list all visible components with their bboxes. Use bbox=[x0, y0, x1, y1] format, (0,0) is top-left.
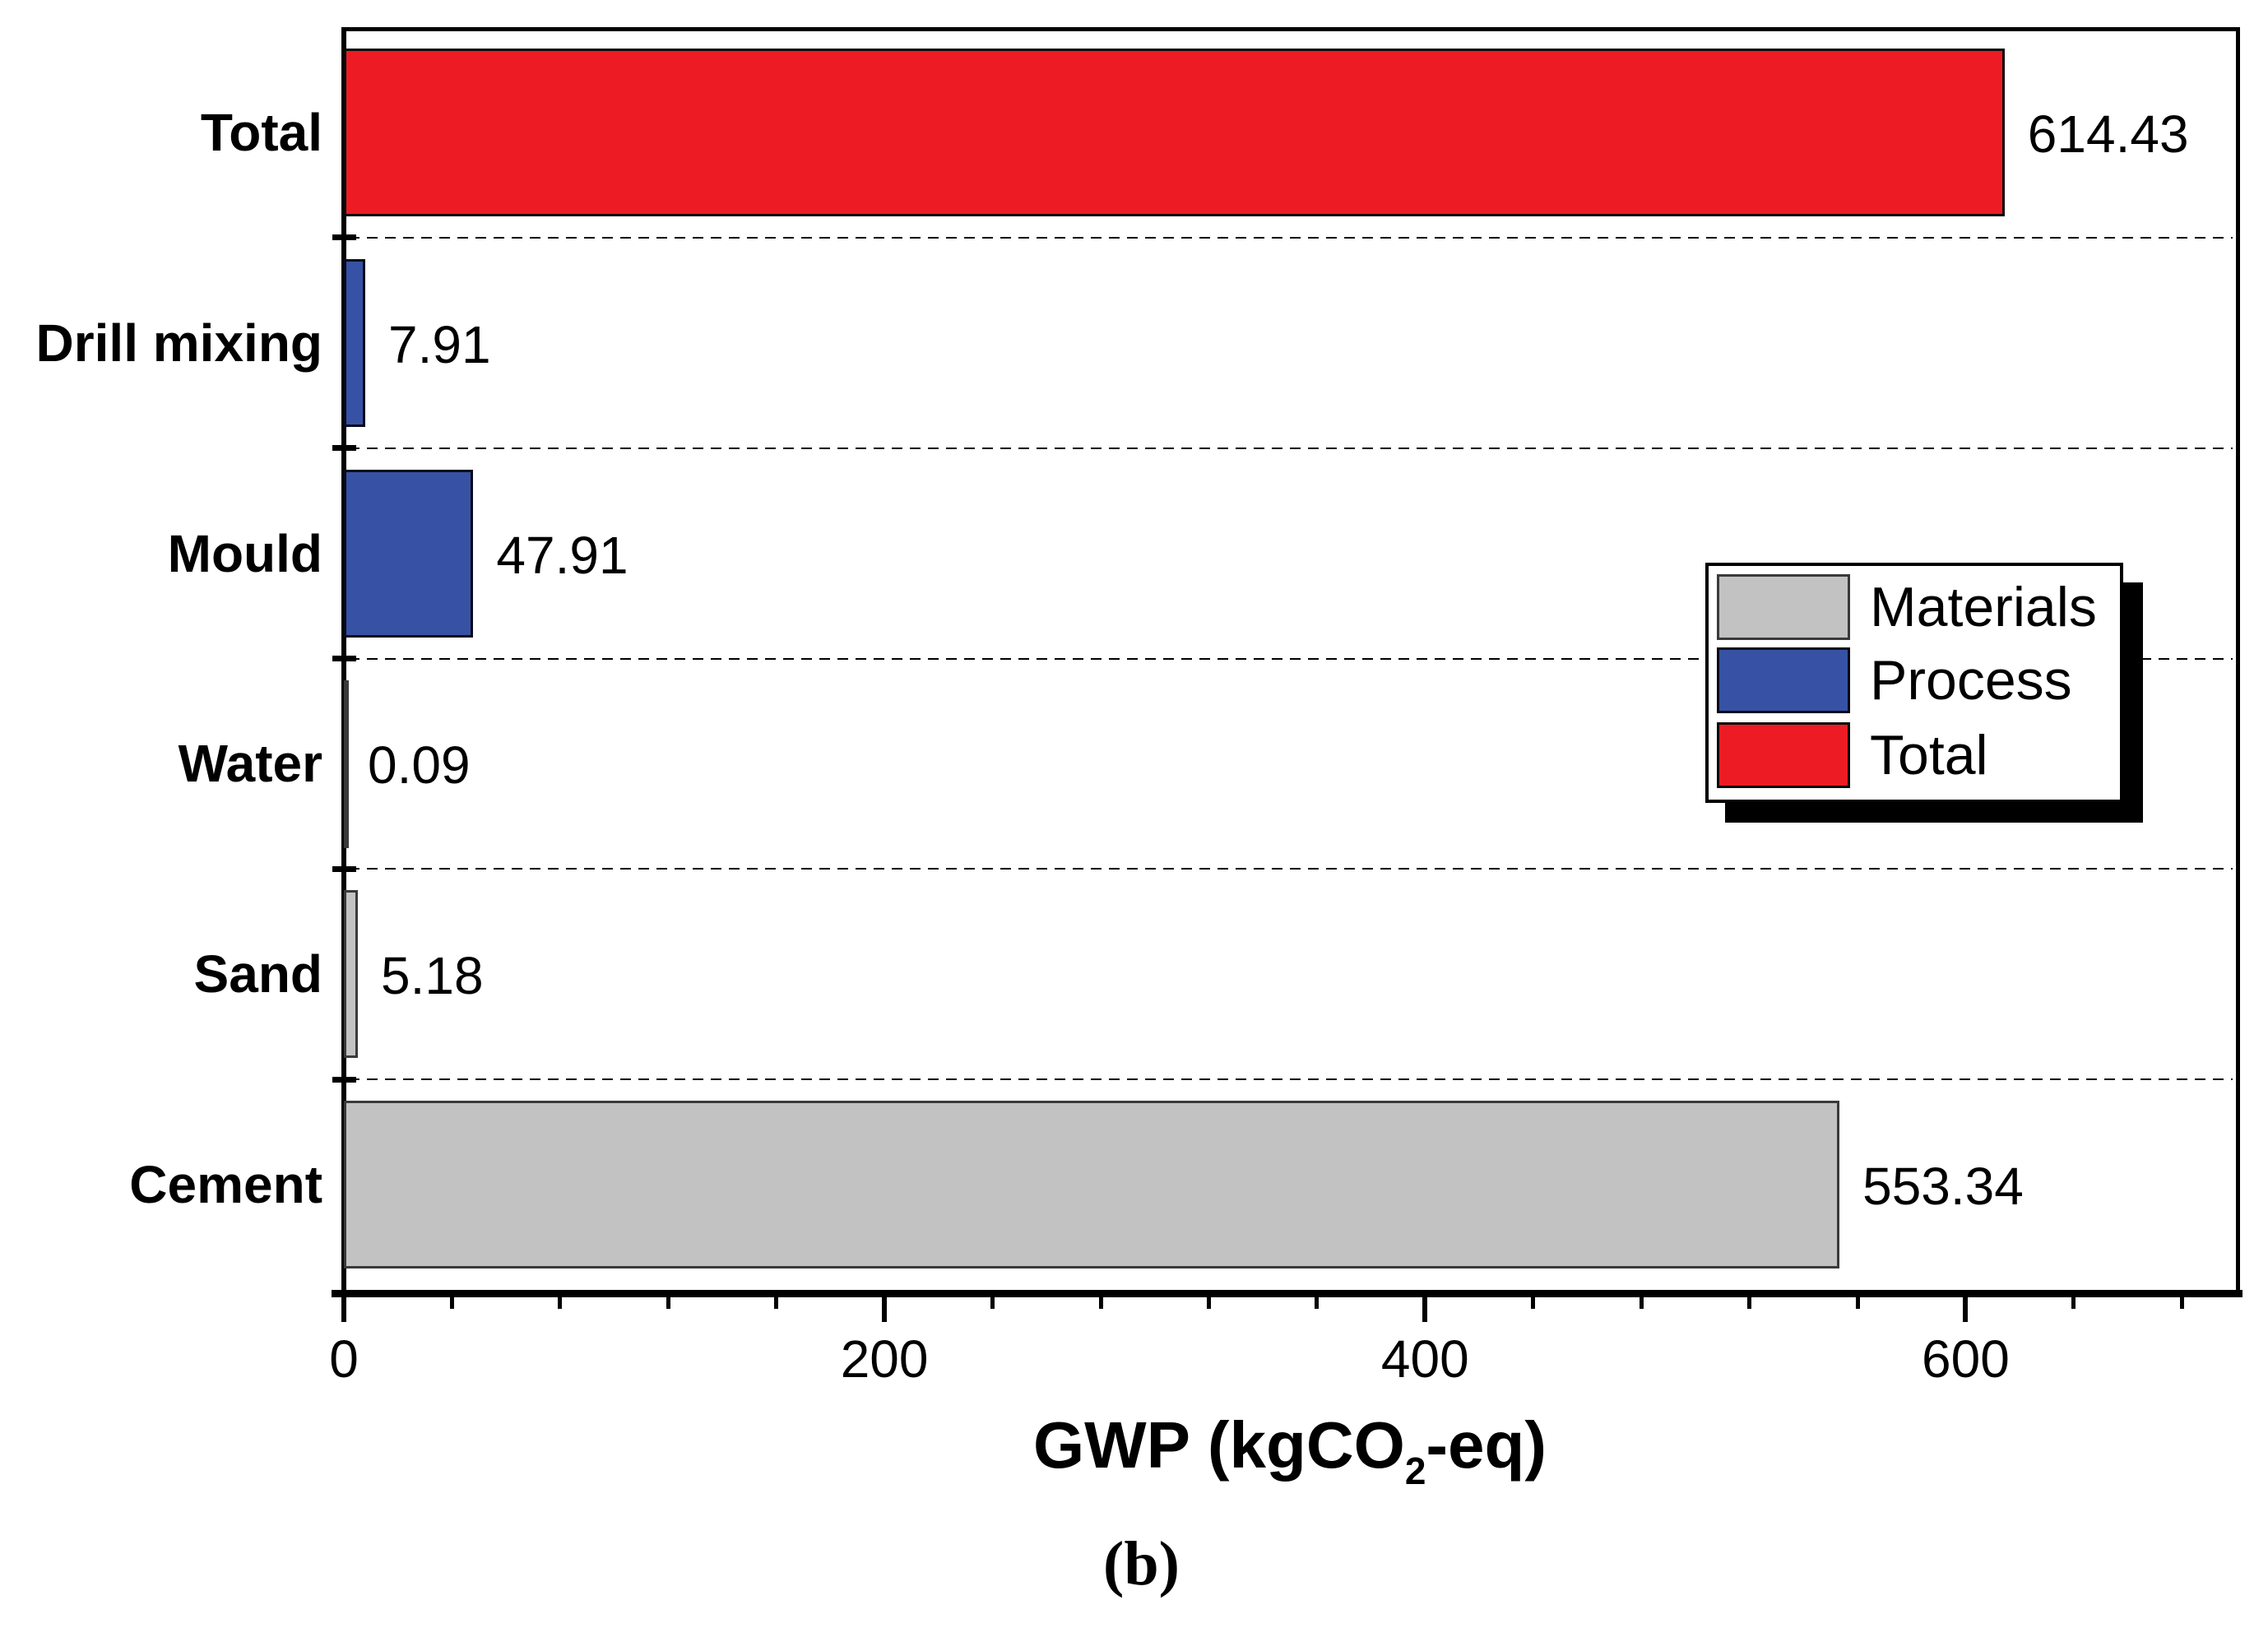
bar-cement bbox=[344, 1101, 1840, 1269]
x-tick-label: 400 bbox=[1380, 1329, 1469, 1389]
x-axis-minor-tick bbox=[1531, 1297, 1536, 1309]
row-separator-dashed bbox=[349, 447, 2233, 449]
x-axis-title-prefix: GWP (kgCO bbox=[1032, 1408, 1405, 1482]
x-axis-minor-tick bbox=[1639, 1297, 1644, 1309]
figure-caption: (b) bbox=[1103, 1529, 1180, 1598]
category-label-cement: Cement bbox=[129, 1155, 322, 1215]
value-label-cement: 553.34 bbox=[1862, 1157, 2024, 1217]
x-axis-minor-tick bbox=[1315, 1297, 1320, 1309]
x-axis-major-tick bbox=[1422, 1297, 1428, 1322]
legend-label-total: Total bbox=[1870, 724, 1988, 786]
legend-swatch-total bbox=[1717, 722, 1850, 788]
x-axis-title-suffix: -eq) bbox=[1426, 1408, 1547, 1482]
row-separator-dashed bbox=[349, 1078, 2233, 1081]
value-label-mould: 47.91 bbox=[496, 525, 628, 585]
bar-water bbox=[344, 679, 349, 848]
x-axis-minor-tick bbox=[774, 1297, 779, 1309]
category-label-water: Water bbox=[178, 734, 322, 794]
y-axis-tick bbox=[332, 1076, 356, 1083]
x-axis-minor-tick bbox=[558, 1297, 563, 1309]
plot-border-top bbox=[344, 27, 2240, 31]
bar-sand bbox=[344, 890, 358, 1059]
x-tick-label: 600 bbox=[1922, 1329, 2010, 1389]
x-axis-line bbox=[332, 1290, 2242, 1297]
legend-swatch-materials bbox=[1717, 574, 1850, 640]
legend: Materials Process Total bbox=[1705, 563, 2123, 803]
x-axis-minor-tick bbox=[449, 1297, 454, 1309]
x-axis-title-subscript: 2 bbox=[1404, 1449, 1426, 1492]
x-axis-minor-tick bbox=[1855, 1297, 1860, 1309]
category-label-sand: Sand bbox=[193, 944, 322, 1004]
x-axis-minor-tick bbox=[1206, 1297, 1211, 1309]
x-tick-label: 0 bbox=[329, 1329, 359, 1389]
x-axis-major-tick bbox=[882, 1297, 888, 1322]
y-axis-tick bbox=[332, 656, 356, 661]
value-label-drill-mixing: 7.91 bbox=[388, 314, 491, 374]
legend-label-materials: Materials bbox=[1870, 576, 2097, 638]
x-axis-minor-tick bbox=[2071, 1297, 2076, 1309]
x-axis-minor-tick bbox=[2179, 1297, 2184, 1309]
legend-label-process: Process bbox=[1870, 649, 2072, 712]
category-label-total: Total bbox=[200, 102, 322, 162]
legend-swatch-process bbox=[1717, 647, 1850, 713]
bar-total bbox=[344, 49, 2005, 216]
x-axis-major-tick bbox=[1963, 1297, 1969, 1322]
x-axis-minor-tick bbox=[990, 1297, 995, 1309]
y-axis-tick bbox=[332, 865, 356, 872]
row-separator-dashed bbox=[349, 868, 2233, 870]
x-axis-minor-tick bbox=[1098, 1297, 1103, 1309]
y-axis-tick bbox=[332, 445, 356, 452]
bar-mould bbox=[344, 469, 474, 638]
x-axis-minor-tick bbox=[1747, 1297, 1752, 1309]
row-separator-dashed bbox=[349, 236, 2233, 239]
x-tick-label: 200 bbox=[840, 1329, 929, 1389]
category-label-drill-mixing: Drill mixing bbox=[35, 313, 323, 373]
x-axis-title: GWP (kgCO2-eq) bbox=[344, 1408, 2236, 1508]
y-axis-tick bbox=[332, 234, 356, 241]
value-label-water: 0.09 bbox=[368, 735, 471, 795]
bar-drill-mixing bbox=[344, 258, 365, 427]
category-label-mould: Mould bbox=[167, 523, 322, 583]
row-separator-dashed bbox=[349, 657, 2233, 660]
value-label-sand: 5.18 bbox=[381, 946, 484, 1006]
value-label-total: 614.43 bbox=[2027, 104, 2189, 164]
x-axis-minor-tick bbox=[666, 1297, 670, 1309]
x-axis-major-tick bbox=[341, 1297, 346, 1322]
y-axis-line bbox=[341, 27, 346, 1313]
plot-border-right bbox=[2236, 27, 2240, 1294]
